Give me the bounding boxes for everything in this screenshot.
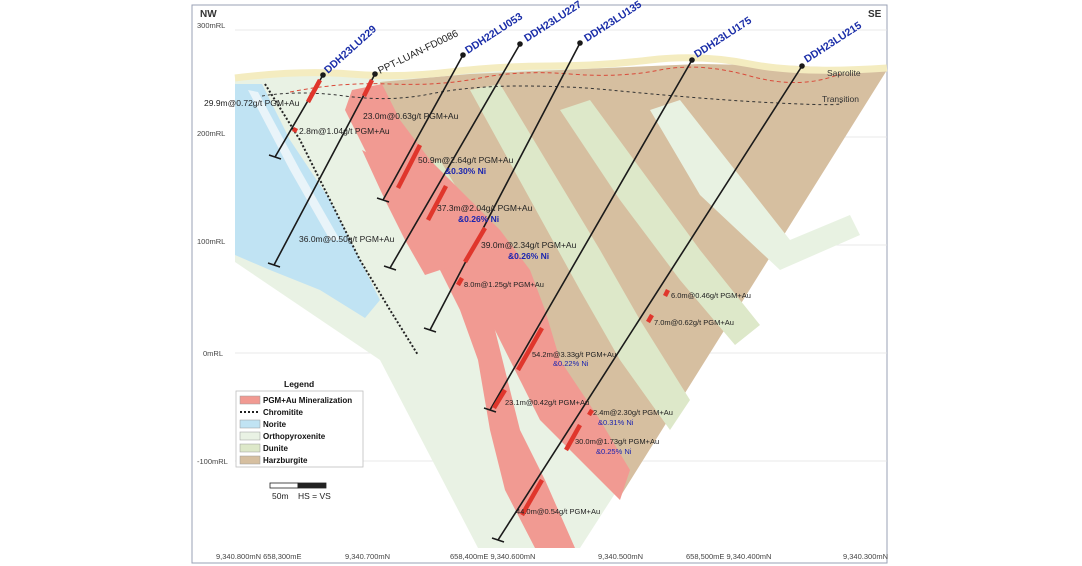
mineralization-upper [345, 84, 630, 500]
intercept-label: 54.2m@3.33g/t PGM+Au [532, 350, 616, 359]
scale-bar: 50m HS = VS [269, 482, 331, 501]
intercept-label: 29.9m@0.72g/t PGM+Au [204, 98, 300, 108]
intercept-highlights [291, 78, 671, 517]
scale-bar-label: 50m [272, 491, 289, 501]
intercept-label: 6.0m@0.46g/t PGM+Au [671, 291, 751, 300]
scale-bar-white [269, 482, 299, 489]
dunite-band-3 [650, 100, 860, 270]
intercept-label: 44.0m@0.54g/t PGM+Au [516, 507, 600, 516]
intercept-label: &0.31% Ni [598, 418, 634, 427]
intercept-label: 8.0m@1.25g/t PGM+Au [464, 280, 544, 289]
legend-item-label: Dunite [263, 444, 288, 453]
intercept-label: &0.25% Ni [596, 447, 632, 456]
easting-label: 9,340.700mN [345, 552, 390, 561]
easting-label: 658,400mE 9,340.600mN [450, 552, 535, 561]
elevation-label: -100mRL [197, 457, 228, 466]
elevation-label: 0mRL [203, 349, 223, 358]
intercept-label: 7.0m@0.62g/t PGM+Au [654, 318, 734, 327]
intercept-label: &0.26% Ni [458, 214, 499, 224]
scale-bar-black [297, 482, 327, 489]
easting-label: 9,340.300mN [843, 552, 888, 561]
intercept-label: 2.8m@1.04g/t PGM+Au [299, 126, 390, 136]
corner-label-nw: NW [200, 9, 217, 20]
drillhole-end-ticks [267, 154, 505, 543]
mineralization-lower [440, 262, 575, 548]
legend-item-label: Chromitite [263, 408, 304, 417]
intercept-label: 30.0m@1.73g/t PGM+Au [575, 437, 659, 446]
saprolite-boundary [289, 66, 841, 93]
norite-stripe [248, 90, 340, 240]
drillhole-collars [320, 40, 805, 78]
intercept-label: 50.9m@2.64g/t PGM+Au [418, 155, 514, 165]
easting-label: 658,500mE 9,340.400mN [686, 552, 771, 561]
elevation-label: 100mRL [197, 237, 225, 246]
legend-swatch-norite [239, 419, 261, 429]
legend-item-label: Harzburgite [263, 456, 308, 465]
harzburgite-unit [380, 64, 887, 497]
legend-title: Legend [284, 379, 314, 389]
topographic-surface [234, 54, 888, 82]
legend-swatch-mineralization [239, 395, 261, 405]
intercept-label: &0.30% Ni [445, 166, 486, 176]
legend-swatch-orthopyroxenite [239, 431, 261, 441]
mineralization-branch [362, 150, 440, 275]
easting-label: 9,340.800mN 658,300mE [216, 552, 301, 561]
intercept-label: 37.3m@2.04g/t PGM+Au [437, 203, 533, 213]
intercept-label: 23.0m@0.63g/t PGM+Au [363, 111, 459, 121]
easting-label: 9,340.500mN [598, 552, 643, 561]
intercept-label: &0.26% Ni [508, 251, 549, 261]
legend-swatch-harzburgite [239, 455, 261, 465]
dunite-band-1 [470, 84, 690, 430]
dunite-band-2 [560, 100, 760, 345]
transition-label: Transition [822, 94, 859, 104]
saprolite-label: Saprolite [827, 68, 861, 78]
scale-bar-note: HS = VS [298, 491, 331, 501]
elevation-label: 200mRL [197, 129, 225, 138]
legend-item-label: PGM+Au Mineralization [263, 396, 352, 405]
legend-swatch-dunite [239, 443, 261, 453]
legend: Legend PGM+Au Mineralization Chromitite … [235, 379, 364, 468]
intercept-label: 2.4m@2.30g/t PGM+Au [593, 408, 673, 417]
legend-item-label: Norite [263, 420, 287, 429]
intercept-label: &0.22% Ni [553, 359, 589, 368]
legend-item-label: Orthopyroxenite [263, 432, 326, 441]
intercept-label: 36.0m@0.50g/t PGM+Au [299, 234, 395, 244]
transition-boundary [261, 85, 843, 106]
intercept-label: 39.0m@2.34g/t PGM+Au [481, 240, 577, 250]
corner-label-se: SE [868, 9, 882, 20]
elevation-label: 300mRL [197, 21, 225, 30]
intercept-label: 23.1m@0.42g/t PGM+Au [505, 398, 589, 407]
